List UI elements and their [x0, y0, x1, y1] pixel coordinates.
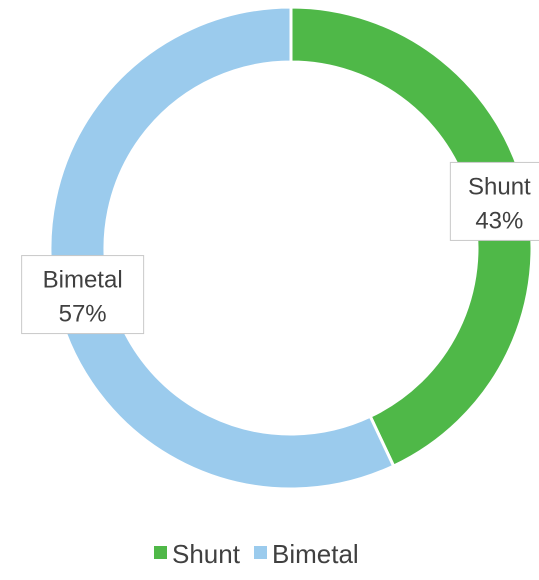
data-labels-group: Shunt 43% Bimetal 57%	[21, 161, 539, 335]
data-label-value: 43%	[475, 207, 523, 234]
legend-item-bimetal: Bimetal	[254, 539, 359, 569]
data-label-category: Bimetal	[43, 267, 123, 294]
legend-label: Shunt	[172, 539, 241, 569]
legend-swatch	[154, 546, 167, 559]
data-label-value: 57%	[59, 301, 107, 328]
legend-swatch	[254, 546, 267, 559]
data-label-box	[449, 161, 539, 241]
data-label-shunt: Shunt 43%	[449, 161, 539, 241]
legend: Shunt Bimetal	[154, 539, 359, 569]
data-label-box	[21, 255, 145, 335]
slice-bimetal	[48, 5, 396, 491]
legend-label: Bimetal	[272, 539, 359, 569]
data-label-category: Shunt	[468, 173, 531, 200]
data-label-bimetal: Bimetal 57%	[21, 255, 145, 335]
legend-item-shunt: Shunt	[154, 539, 241, 569]
slice-shunt	[289, 5, 534, 469]
slices-group	[48, 5, 534, 491]
